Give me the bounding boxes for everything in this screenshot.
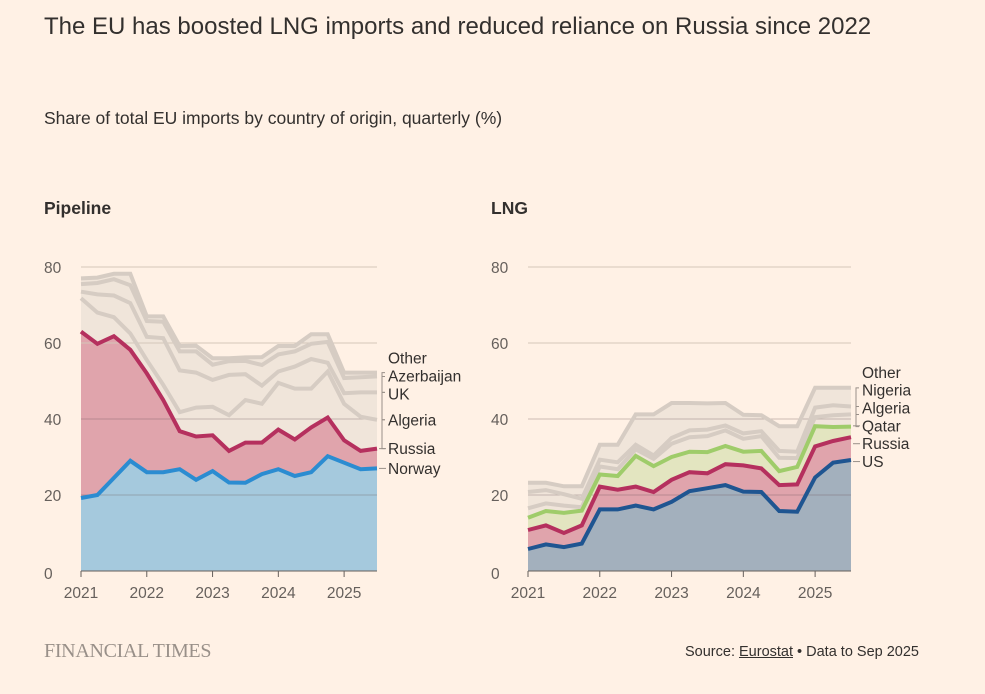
pipeline-line-uk <box>80 289 377 396</box>
lng-area-us <box>528 460 851 571</box>
lng-series-label-us: US <box>862 454 884 471</box>
lng-y-tick-label: 60 <box>491 336 509 353</box>
lng-y-tick-label: 40 <box>491 412 509 429</box>
lng-x-tick-label: 2025 <box>798 585 832 602</box>
pipeline-label-bracket <box>381 375 385 393</box>
pipeline-y-tick-label: 20 <box>44 488 62 505</box>
pipeline-line-russia <box>79 329 378 454</box>
lng-series-label-other: Other <box>862 365 901 382</box>
lng-line-other <box>528 385 851 489</box>
pipeline-line-azerbaijan <box>80 277 378 381</box>
pipeline-y-tick-label: 40 <box>44 412 62 429</box>
pipeline-label-bracket <box>381 391 385 421</box>
lng-y-tick-label: 80 <box>491 260 509 277</box>
pipeline-panel-title: Pipeline <box>44 198 112 218</box>
pipeline-series-label-algeria: Algeria <box>388 412 437 429</box>
chart-title: The EU has boosted LNG imports and reduc… <box>44 13 872 40</box>
lng-x-tick-label: 2023 <box>654 585 688 602</box>
pipeline-line-algeria <box>79 296 378 422</box>
source-note: Source: Eurostat • Data to Sep 2025 <box>685 644 919 660</box>
pipeline-series-label-other: Other <box>388 351 427 368</box>
pipeline-series-label-russia: Russia <box>388 441 436 458</box>
pipeline-area-norway <box>81 456 377 571</box>
pipeline-y-tick-label: 0 <box>44 566 53 583</box>
pipeline-line-other <box>80 271 377 375</box>
pipeline-x-tick-label: 2022 <box>130 585 164 602</box>
source-prefix: Source: <box>685 644 739 660</box>
pipeline-x-tick-label: 2024 <box>261 585 296 602</box>
lng-line-us <box>527 458 852 551</box>
pipeline-x-tick-label: 2021 <box>64 585 98 602</box>
lng-y-tick-label: 20 <box>491 488 509 505</box>
pipeline-label-bracket <box>381 419 385 450</box>
source-link[interactable]: Eurostat <box>739 644 793 660</box>
lng-x-tick-label: 2024 <box>726 585 761 602</box>
lng-series-label-russia: Russia <box>862 436 910 453</box>
lng-y-tick-label: 0 <box>491 566 500 583</box>
source-suffix: • Data to Sep 2025 <box>793 644 919 660</box>
pipeline-line-norway <box>80 453 378 500</box>
lng-x-tick-label: 2021 <box>511 585 545 602</box>
lng-line-russia <box>527 435 852 536</box>
lng-panel-title: LNG <box>491 198 528 218</box>
lng-series-label-nigeria: Nigeria <box>862 383 911 400</box>
ft-logo: FINANCIAL TIMES <box>44 640 212 662</box>
pipeline-x-tick-label: 2025 <box>327 585 361 602</box>
lng-series-label-qatar: Qatar <box>862 418 901 435</box>
pipeline-series-label-azerbaijan: Azerbaijan <box>388 369 461 386</box>
pipeline-label-bracket <box>381 372 385 377</box>
lng-line-qatar <box>527 424 852 520</box>
pipeline-y-tick-label: 80 <box>44 260 62 277</box>
pipeline-series-label-norway: Norway <box>388 461 441 478</box>
pipeline-x-tick-label: 2023 <box>195 585 229 602</box>
pipeline-y-tick-label: 60 <box>44 336 62 353</box>
lng-label-bracket <box>855 387 859 407</box>
chart-subtitle: Share of total EU imports by country of … <box>44 108 503 128</box>
lng-series-label-algeria: Algeria <box>862 400 911 417</box>
lng-x-tick-label: 2022 <box>583 585 617 602</box>
lng-line-nigeria <box>527 403 852 502</box>
lng-label-bracket <box>855 413 859 428</box>
lng-label-bracket <box>855 405 859 415</box>
pipeline-series-label-uk: UK <box>388 386 410 403</box>
